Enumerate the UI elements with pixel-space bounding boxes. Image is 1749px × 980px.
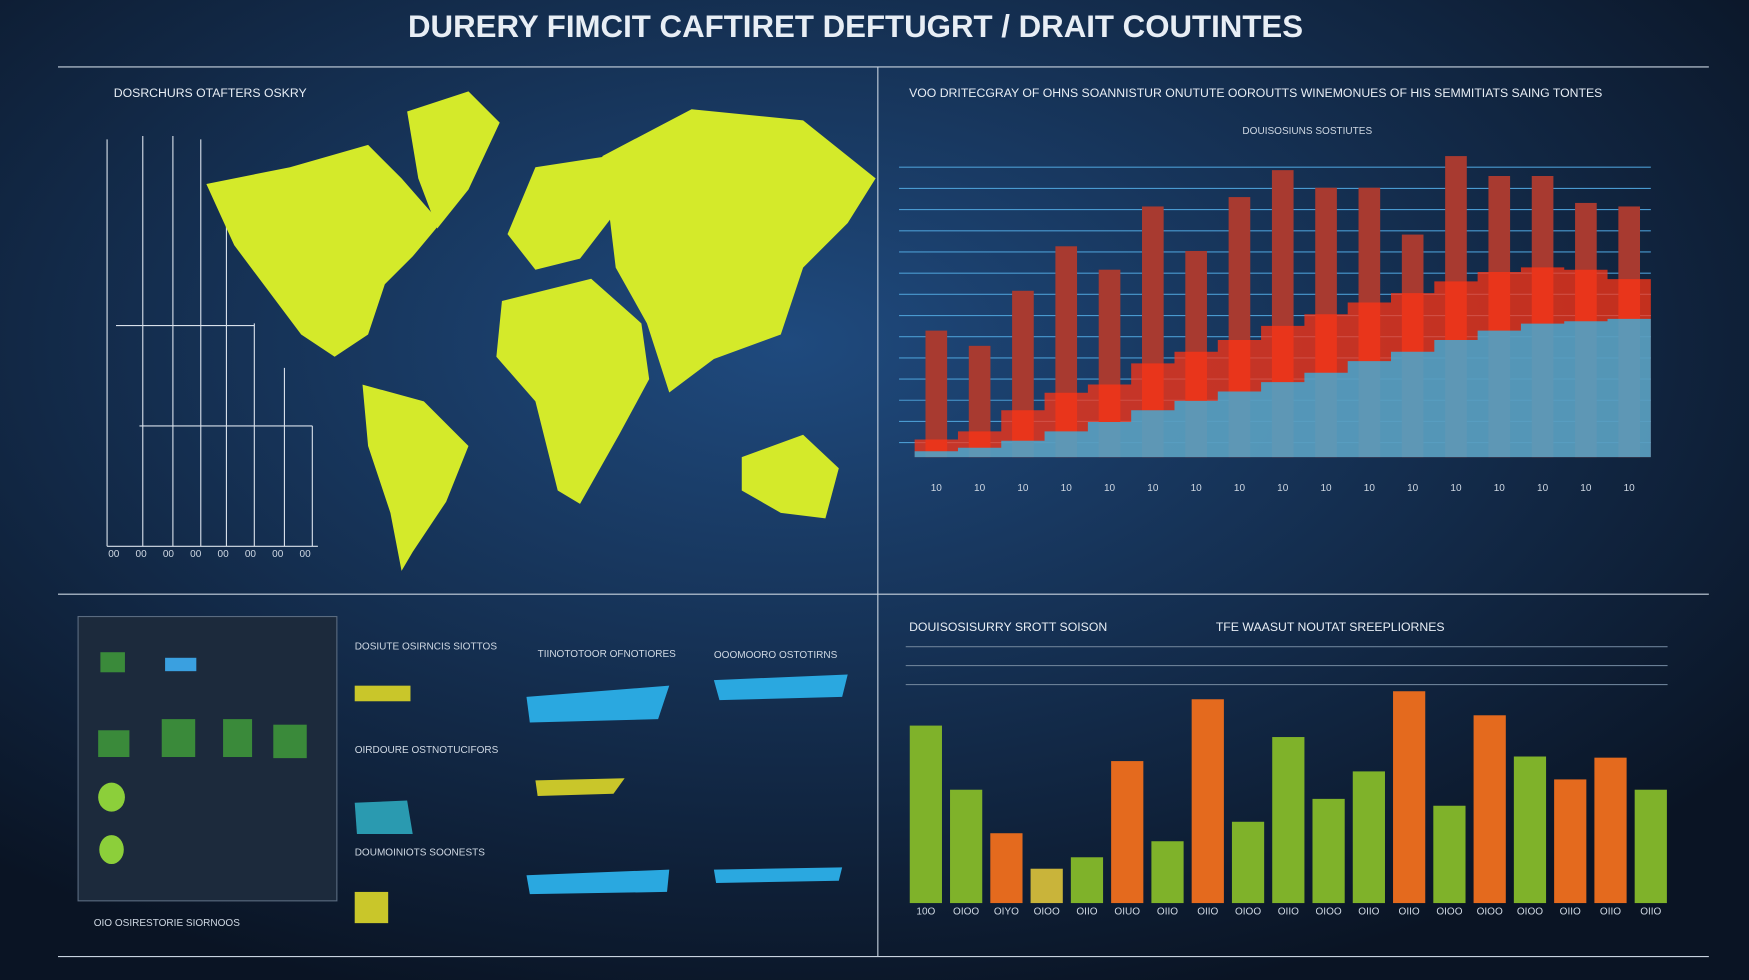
x-tick-label: 10 [1364,483,1376,494]
chart-subtitle: DOUISOSIUNS SOSTIUTES [1242,126,1372,137]
x-tick-label: OIUO [1114,907,1140,918]
x-tick-label: 10 [1191,483,1203,494]
axis-label: 00 [108,549,120,560]
bar [925,330,948,458]
x-tick-label: OIIO [1278,907,1299,918]
bar [1231,821,1265,904]
bar [1554,779,1587,904]
bar [990,833,1023,904]
bar [1111,761,1144,904]
x-tick-label: OIIO [1197,907,1218,918]
x-tick-label: OIIO [1560,907,1581,918]
x-tick-label: 10 [1494,483,1506,494]
axis-label: 00 [190,549,202,560]
x-tick-label: 10 [1277,483,1289,494]
axis-label: 00 [299,549,311,560]
axis-label: 00 [218,549,230,560]
x-tick-label: 10 [974,483,986,494]
x-tick-label: OIOO [1316,907,1342,918]
bar [909,725,942,904]
bar [1070,857,1104,904]
chart-title: VOO DRITECGRAY OF OHNS SOANNISTUR ONUTUT… [909,86,1602,100]
x-tick-label: OIOO [1436,907,1462,918]
side-text: TIINOTOTOOR OFNOTIORES [538,649,677,660]
map-title: DOSRCHURS OTAFTERS OSKRY [114,86,307,100]
side-footer: OIO OSIRESTORIE SIORNOOS [94,918,241,929]
x-tick-label: OIIO [1358,907,1379,918]
x-tick-label: 10 [1017,483,1029,494]
side-text: DOUMOINIOTS SOONESTS [355,848,486,859]
x-tick-label: 10 [1407,483,1419,494]
side-text: OIRDOURE OSTNOTUCIFORS [355,745,499,756]
x-tick-label: OIIO [1600,907,1621,918]
bar [1594,757,1627,904]
x-tick-label: OIOO [1477,907,1503,918]
bar [1352,771,1385,904]
chart-title: DOUISOSISURRY SROTT SOISON [909,620,1107,634]
bar [950,789,983,904]
panel-dividers [58,66,1709,958]
x-tick-label: 10 [1450,483,1462,494]
x-tick-label: 10 [1147,483,1159,494]
world-map [206,91,876,571]
x-tick-label: 10 [1624,483,1636,494]
x-tick-label: 10 [1320,483,1332,494]
x-tick-label: 10 [931,483,943,494]
area [914,318,1651,458]
bar [1191,699,1224,904]
map-line-chart [106,136,318,547]
bar [1634,789,1667,904]
side-graphics [354,674,848,924]
x-tick-label: OIYO [994,907,1019,918]
bar [1272,737,1305,904]
x-tick-label: 10 [1537,483,1549,494]
bar [1312,798,1345,904]
x-tick-label: OIOO [1235,907,1261,918]
bar [1030,868,1063,904]
bar [968,345,991,458]
x-tick-label: 10O [916,907,935,918]
x-tick-label: OIOO [953,907,979,918]
bar [1433,805,1466,904]
x-tick-label: OIIO [1640,907,1661,918]
x-tick-label: 10 [1234,483,1246,494]
x-tick-label: OIOO [1517,907,1543,918]
x-tick-label: 10 [1580,483,1592,494]
x-tick-label: OIOO [1034,907,1060,918]
bar [1473,715,1506,904]
x-tick-label: 10 [1104,483,1116,494]
axis-label: 00 [245,549,257,560]
x-tick-label: OIIO [1399,907,1420,918]
side-text: DOSIUTE OSIRNCIS SIOTTOS [355,641,498,652]
x-tick-label: OIIO [1157,907,1178,918]
axis-label: 00 [272,549,284,560]
bar [1393,691,1426,904]
axis-label: 00 [136,549,148,560]
bar [1513,756,1547,904]
chart-subtitle: TFE WAASUT NOUTAT SREEPLIORNES [1216,620,1445,634]
axis-label: 00 [163,549,175,560]
x-tick-label: 10 [1061,483,1073,494]
x-tick-label: OIIO [1076,907,1097,918]
side-text: OOOMOORO OSTOTIRNS [714,650,838,661]
bar [1151,841,1184,904]
title: DURERY FIMCIT CAFTIRET DEFTUGRT / DRAIT … [408,9,1303,44]
icons [98,652,307,865]
